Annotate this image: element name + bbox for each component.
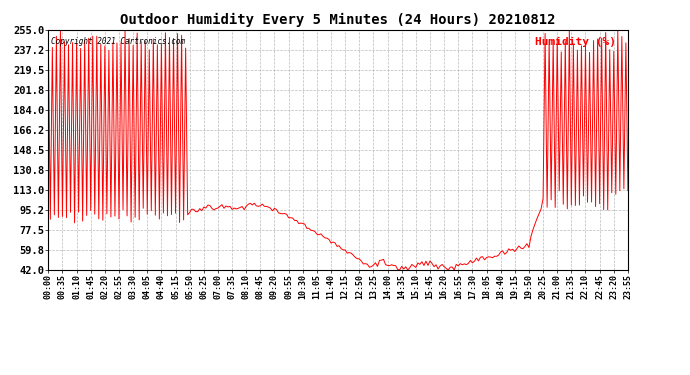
Text: Humidity (%): Humidity (%) [535, 37, 616, 47]
Title: Outdoor Humidity Every 5 Minutes (24 Hours) 20210812: Outdoor Humidity Every 5 Minutes (24 Hou… [120, 13, 556, 27]
Text: Copyright 2021 Cartronics.com: Copyright 2021 Cartronics.com [51, 37, 186, 46]
